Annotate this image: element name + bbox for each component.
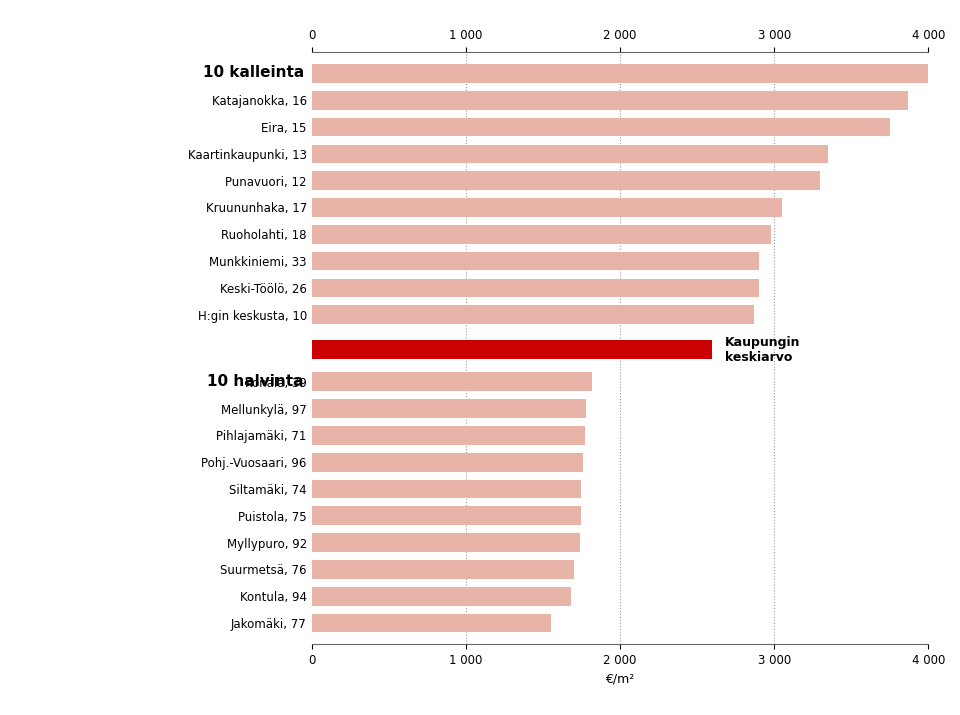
Bar [312,305,755,324]
Bar [312,506,582,525]
Bar [312,198,781,217]
Bar [312,172,821,190]
Bar [312,225,771,244]
Bar [312,144,828,163]
Bar [312,560,574,578]
Bar [312,587,570,606]
Bar [312,533,580,552]
Bar [312,453,583,471]
Bar [312,118,890,137]
Bar [312,64,936,83]
Bar [312,252,758,270]
Text: 10 kalleinta: 10 kalleinta [203,66,304,80]
Bar [312,279,758,297]
Bar [312,613,551,632]
Bar [312,91,908,109]
Bar [312,480,582,498]
Bar [312,399,586,418]
Text: Kaupungin
keskiarvo: Kaupungin keskiarvo [725,335,801,363]
Bar [312,373,592,391]
X-axis label: €/m²: €/m² [606,673,635,686]
Bar [312,426,585,445]
Bar [312,340,712,359]
Text: 10 halvinta: 10 halvinta [207,374,304,389]
